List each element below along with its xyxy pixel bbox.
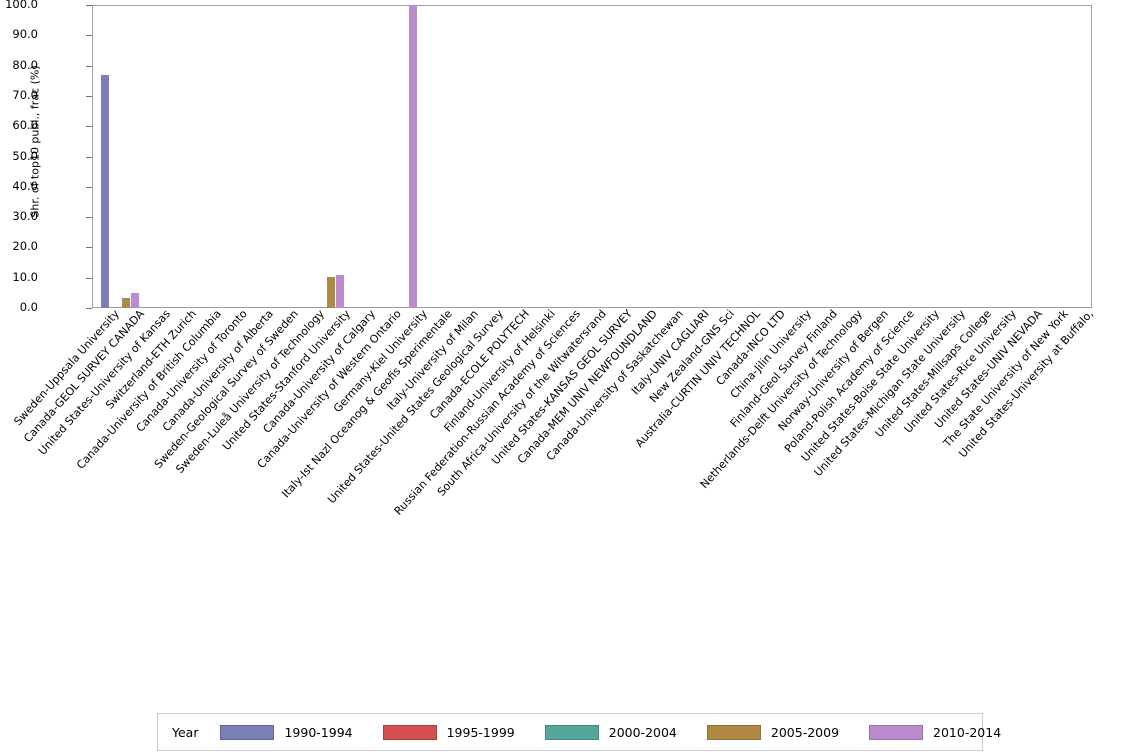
legend-items: 1990-1994 1995-1999 2000-2004 2005-2009 2010… — [220, 724, 1031, 740]
y-tick-mark — [86, 126, 92, 128]
y-tick-mark — [86, 95, 92, 97]
legend-label: 2010-2014 — [933, 724, 1002, 740]
y-tick-mark — [86, 247, 92, 249]
y-tick-mark — [86, 217, 92, 219]
legend: Year 1990-1994 1995-1999 2000-2004 2005-200… — [157, 713, 1001, 751]
legend-item[interactable]: 1995-1999 — [382, 724, 515, 740]
y-tick-label: 0.0 — [19, 300, 38, 314]
y-tick-mark — [86, 35, 92, 37]
legend-swatch — [869, 724, 924, 740]
x-tick-label: Sweden-Uppsala University — [11, 307, 122, 429]
plot-area — [92, 5, 1092, 308]
y-tick-mark — [86, 277, 92, 279]
legend-item[interactable]: 2000-2004 — [544, 724, 677, 740]
y-tick-label: 40.0 — [12, 178, 38, 193]
legend-label: 1995-1999 — [446, 724, 515, 740]
legend-item[interactable]: 1990-1994 — [220, 724, 353, 740]
x-axis-tick-labels: Sweden-Uppsala University Canada-GEOL SUR… — [11, 307, 1134, 708]
y-tick-mark — [86, 156, 92, 158]
y-tick-label: 90.0 — [12, 27, 38, 42]
y-tick-mark — [86, 65, 92, 67]
legend-swatch — [382, 724, 437, 740]
y-tick-mark — [86, 186, 92, 188]
legend-swatch — [706, 724, 761, 740]
y-tick-mark — [86, 5, 92, 6]
y-tick-label: 20.0 — [12, 239, 38, 254]
y-tick-label: 70.0 — [12, 87, 38, 102]
y-tick-label: 100.0 — [5, 0, 38, 11]
legend-title: Year — [172, 724, 199, 740]
y-tick-label: 50.0 — [12, 148, 38, 163]
legend-item[interactable]: 2010-2014 — [869, 724, 1002, 740]
legend-label: 2005-2009 — [770, 724, 840, 740]
y-tick-label: 10.0 — [12, 269, 38, 284]
legend-swatch — [220, 724, 275, 740]
y-tick-mark — [86, 308, 92, 309]
legend-item[interactable]: 2005-2009 — [706, 724, 840, 740]
y-tick-label: 60.0 — [12, 118, 38, 133]
legend-swatch — [544, 724, 599, 740]
legend-label: 1990-1994 — [284, 724, 353, 740]
legend-label: 2000-2004 — [608, 724, 677, 740]
y-tick-label: 30.0 — [12, 209, 38, 224]
y-tick-label: 80.0 — [12, 57, 38, 72]
